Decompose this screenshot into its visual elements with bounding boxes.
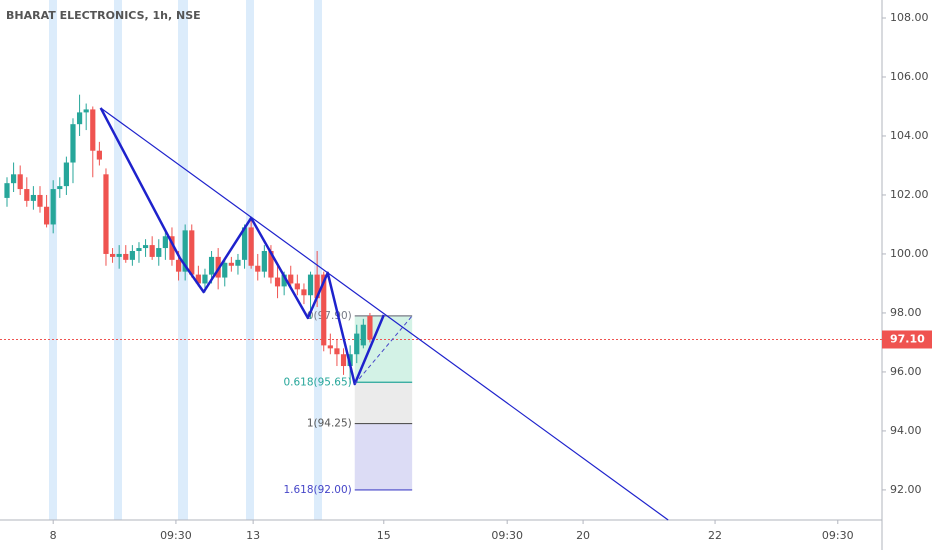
candle-body [17, 174, 23, 190]
x-tick-label: 09:30 [491, 529, 523, 542]
candle-body [109, 253, 116, 257]
candle-body [202, 274, 208, 284]
candle-body [169, 236, 175, 260]
candle-body [268, 251, 274, 278]
x-tick-label: 8 [50, 529, 57, 542]
x-tick-label: 22 [708, 529, 722, 542]
candle-body [63, 162, 69, 187]
zigzag-pattern [99, 107, 385, 386]
candle-body [90, 109, 96, 151]
candle-body [360, 324, 366, 346]
candle-body [294, 283, 300, 290]
y-tick-label: 106.00 [890, 70, 929, 83]
candle-body [208, 256, 215, 275]
candle-body [228, 262, 234, 266]
candle-body [189, 230, 195, 275]
candle-body [261, 251, 267, 272]
candle-body [136, 248, 142, 252]
candle-body [307, 274, 314, 296]
fib-label: 1.618(92.00) [283, 484, 351, 496]
candle-body [142, 245, 149, 249]
x-tick-label: 09:30 [160, 529, 192, 542]
candle-body [182, 230, 188, 272]
candle-body [235, 259, 241, 266]
y-tick-label: 96.00 [890, 365, 922, 378]
candle-body [96, 150, 102, 160]
candle-body [248, 227, 254, 266]
candle-body [70, 124, 76, 163]
candle-body [43, 206, 50, 225]
fib-zone [354, 382, 413, 424]
y-tick-label: 108.00 [890, 11, 929, 24]
fib-label: 0.618(95.65) [283, 376, 351, 388]
fib-label: 1(94.25) [307, 418, 352, 430]
candle-body [334, 348, 340, 355]
y-tick-label: 98.00 [890, 306, 922, 319]
candle-body [340, 354, 347, 367]
candle-body [57, 186, 63, 190]
candle-body [103, 174, 109, 254]
session-band [314, 0, 322, 520]
candle-body [24, 189, 30, 201]
x-tick-label: 20 [576, 529, 590, 542]
candle-body [301, 289, 307, 296]
candle-body [255, 265, 261, 272]
y-tick-label: 100.00 [890, 247, 929, 260]
candle-body [149, 245, 155, 257]
candle-body [241, 227, 248, 260]
session-band [49, 0, 57, 520]
fib-diagonal [354, 315, 413, 385]
candle-body [175, 259, 182, 272]
candle-body [50, 189, 56, 225]
last-price-box [882, 330, 932, 349]
x-tick-label: 13 [246, 529, 260, 542]
candle-body [4, 183, 10, 198]
y-tick-label: 102.00 [890, 188, 929, 201]
x-tick-label: 15 [377, 529, 391, 542]
last-price-label: 97.10 [890, 332, 925, 345]
candle-body [327, 345, 333, 349]
candle-body [116, 253, 122, 257]
candle-body [314, 274, 320, 299]
candle-body [354, 333, 360, 355]
candle-body [10, 174, 17, 184]
session-band [114, 0, 122, 520]
fib-zone [354, 423, 413, 490]
trendline [100, 107, 669, 521]
candle-body [83, 109, 89, 113]
candle-body [156, 248, 162, 257]
candle-body [288, 274, 294, 284]
candle-body [37, 194, 43, 207]
candle-body [321, 274, 327, 346]
y-tick-label: 104.00 [890, 129, 929, 142]
x-tick-label: 09:30 [822, 529, 854, 542]
candle-body [76, 112, 83, 125]
candle-body [195, 274, 201, 284]
y-tick-label: 92.00 [890, 483, 922, 496]
y-tick-label: 94.00 [890, 424, 922, 437]
candle-body [274, 277, 281, 287]
candle-body [123, 253, 129, 260]
candle-body [222, 262, 228, 278]
candle-body [162, 236, 168, 249]
candle-body [367, 315, 373, 340]
chart-title: BHARAT ELECTRONICS, 1h, NSE [6, 9, 201, 22]
candle-body [281, 274, 287, 287]
candle-body [129, 251, 135, 260]
candle-body [30, 194, 36, 201]
fib-label: 0(97.90) [307, 310, 352, 322]
